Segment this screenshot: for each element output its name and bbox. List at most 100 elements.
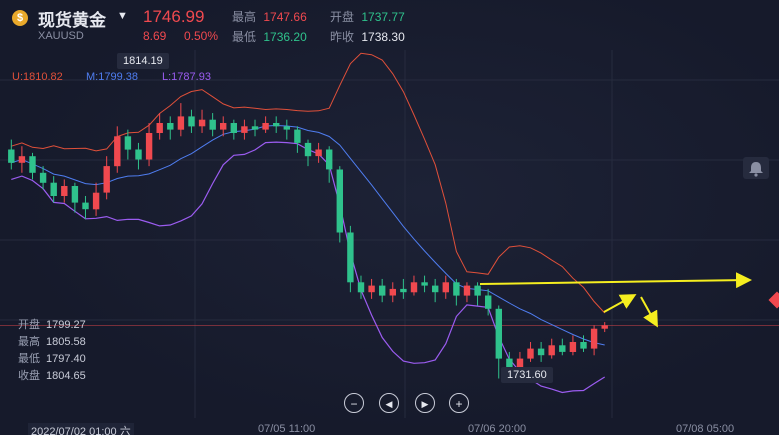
ohlc-high-value: 1805.58 (46, 336, 86, 348)
instrument-symbol: XAUUSD (38, 30, 84, 42)
candle-body (474, 285, 481, 296)
mid-band-line (11, 124, 605, 346)
candle-body (410, 282, 418, 293)
alert-bell-button[interactable] (743, 157, 769, 179)
candle-body (103, 166, 110, 193)
candle-body (145, 133, 153, 160)
stat-open-value: 1737.77 (361, 10, 405, 24)
candle-body (347, 232, 354, 283)
candle-body (241, 126, 248, 133)
candle-body (61, 186, 68, 196)
ohlc-close-value: 1804.65 (46, 370, 86, 382)
candle-body (389, 288, 396, 296)
band-upper: U:1810.82 (12, 71, 63, 83)
lower-band-line (11, 141, 606, 394)
candle-body (71, 186, 79, 203)
ohlc-open: 开盘 1799.27 (18, 316, 86, 332)
candle-body (135, 149, 142, 160)
candle-body (527, 348, 534, 359)
candle-body (18, 156, 26, 163)
candle-body (230, 123, 237, 133)
peak-price-tag: 1814.19 (117, 53, 169, 69)
candle-body (92, 192, 100, 210)
candle-body (442, 282, 449, 293)
candle-body (283, 126, 290, 130)
last-price: 1746.99 (143, 7, 205, 26)
candle-body (167, 123, 174, 130)
scroll-right-button[interactable]: ▶ (415, 393, 435, 413)
chevron-down-icon[interactable]: ▼ (117, 10, 128, 22)
candle-body (537, 348, 545, 356)
stat-high-value: 1747.66 (263, 10, 307, 24)
candle-body (177, 116, 185, 130)
band-lower: L:1787.93 (162, 71, 211, 83)
stat-low: 最低 1736.20 (232, 28, 307, 45)
stat-prev-label: 昨收 (330, 30, 355, 44)
instrument-name[interactable]: 现货黄金 (38, 11, 106, 30)
candle-body (294, 129, 301, 143)
candle-body (251, 126, 259, 130)
ohlc-low-value: 1797.40 (46, 353, 86, 365)
candle-body (379, 285, 386, 296)
ohlc-low: 最低 1797.40 (18, 350, 86, 366)
stat-low-label: 最低 (232, 30, 257, 44)
ohlc-open-value: 1799.27 (46, 319, 86, 331)
yellow-arrow-up (603, 294, 637, 313)
candle-body (273, 123, 280, 127)
upper-band-line (11, 52, 606, 314)
candle-body (601, 325, 608, 329)
candle-body (421, 282, 428, 286)
candle-body (590, 328, 598, 349)
ohlc-high: 最高 1805.58 (18, 333, 86, 349)
candle-body (368, 285, 375, 293)
candle-body (569, 342, 577, 352)
candle-body (304, 142, 312, 157)
ohlc-open-label: 开盘 (18, 319, 40, 331)
price-change-pct: 0.50% (184, 29, 219, 43)
yellow-arrow-down (640, 296, 658, 328)
candle-body (326, 149, 333, 170)
stat-prev: 昨收 1738.30 (330, 28, 405, 45)
quote-header: $ 现货黄金 ▼ XAUUSD 1746.99 8.69 0.50% 最高 17… (0, 0, 779, 50)
price-change: 8.69 (143, 29, 167, 43)
candle-body (357, 282, 365, 293)
candle-body (485, 295, 492, 309)
band-mid: M:1799.38 (86, 71, 138, 83)
ohlc-low-label: 最低 (18, 353, 40, 365)
cursor-time-label: 2022/07/02 01:00 六 (28, 423, 134, 435)
ohlc-close-label: 收盘 (18, 370, 40, 382)
candle-body (506, 358, 513, 369)
ohlc-close: 收盘 1804.65 (18, 367, 86, 383)
scroll-left-button[interactable]: ◀ (379, 393, 399, 413)
ohlc-high-label: 最高 (18, 336, 40, 348)
candle-body (8, 149, 15, 163)
gold-coin-icon: $ (12, 10, 28, 26)
candle-body (50, 182, 57, 196)
chart-grid (0, 50, 779, 418)
candle-body (432, 285, 439, 293)
annotations (479, 272, 752, 328)
stat-open: 开盘 1737.77 (330, 8, 405, 25)
candle-body (463, 285, 471, 296)
candle-body (559, 345, 566, 352)
candles (8, 103, 608, 379)
candle-body (336, 169, 343, 233)
time-tick-2: 07/06 20:00 (468, 423, 527, 435)
zoom-in-button[interactable]: + (449, 393, 469, 413)
candle-body (198, 119, 206, 127)
candle-body (124, 136, 132, 150)
candle-body (114, 136, 121, 167)
zoom-out-button[interactable]: − (344, 393, 364, 413)
stat-high-label: 最高 (232, 10, 257, 24)
candle-body (580, 342, 587, 349)
candle-body (29, 156, 36, 173)
yellow-arrow-horizontal (479, 272, 752, 289)
candle-body (516, 358, 524, 369)
candle-body (220, 123, 227, 130)
candle-body (156, 123, 163, 133)
time-tick-1: 07/05 11:00 (258, 423, 316, 435)
candle-body (453, 282, 460, 296)
candle-body (495, 308, 502, 359)
